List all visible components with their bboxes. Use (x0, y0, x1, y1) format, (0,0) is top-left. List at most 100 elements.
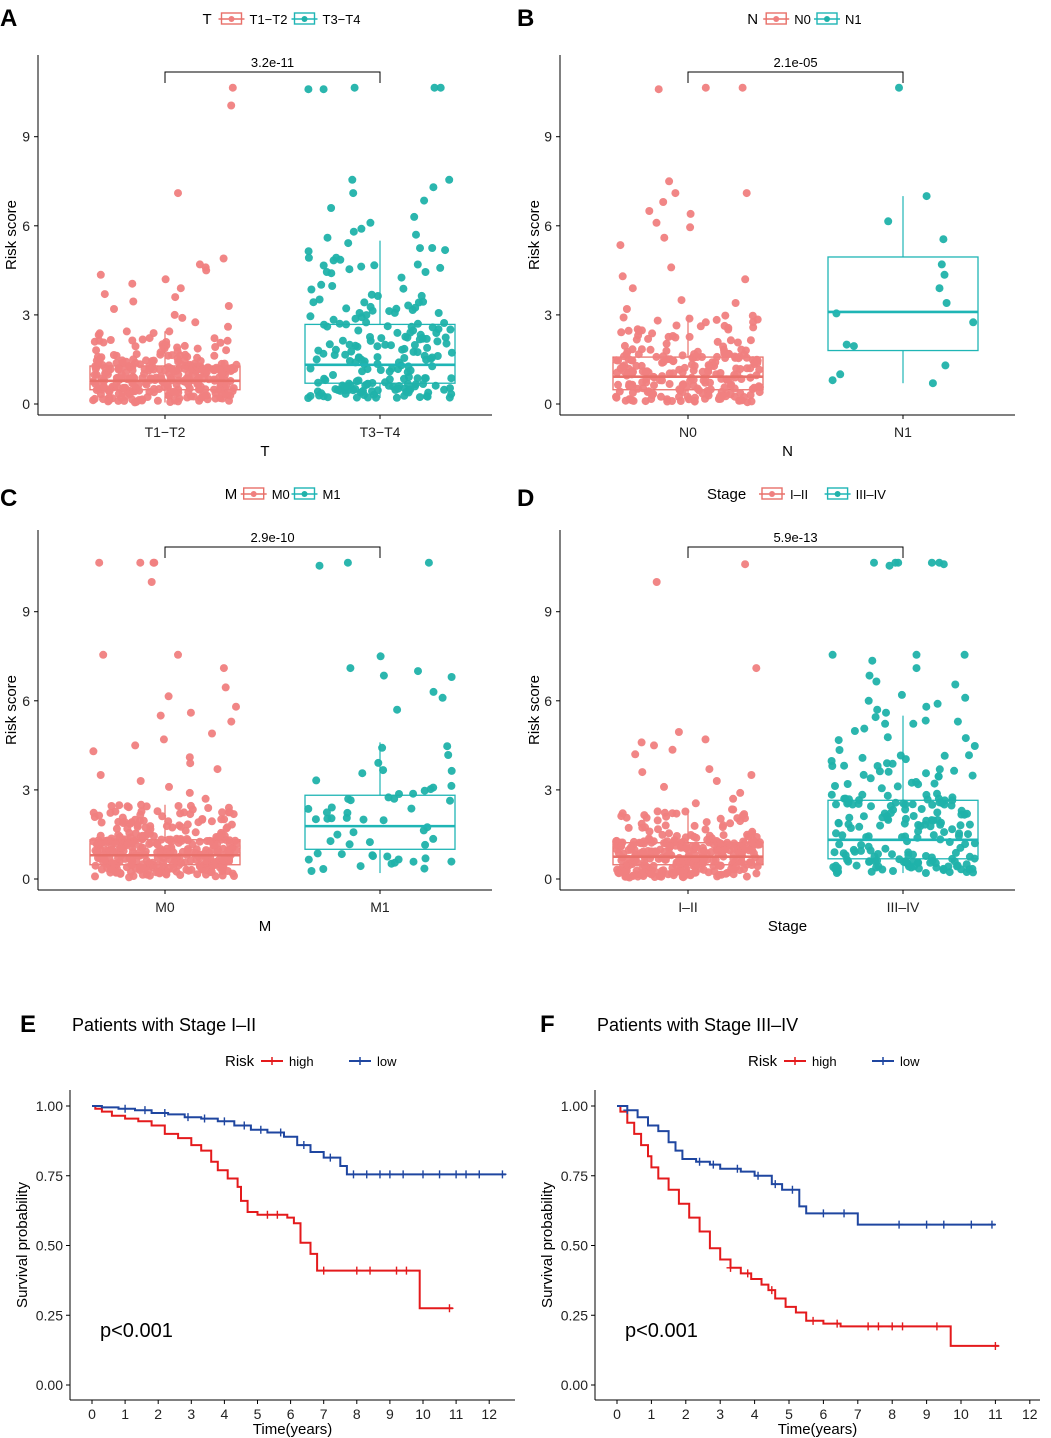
censor-mark (140, 1106, 149, 1115)
data-point (358, 367, 367, 376)
data-point (385, 367, 394, 376)
data-point (625, 873, 634, 882)
x-tick-label: III–IV (887, 899, 920, 915)
legend-label-2: N1 (845, 12, 862, 27)
data-point (657, 392, 665, 401)
censor-mark (833, 1319, 842, 1328)
data-point (376, 366, 385, 374)
data-point (637, 738, 646, 747)
data-point (397, 273, 406, 282)
data-point (917, 805, 926, 813)
data-point (383, 852, 392, 861)
data-point (628, 284, 637, 293)
box-group-2 (827, 558, 979, 877)
p-value: 2.9e-10 (250, 530, 294, 545)
data-point (650, 741, 658, 750)
data-point (96, 771, 105, 779)
data-point (137, 800, 146, 809)
data-point (831, 861, 840, 870)
data-point (846, 824, 855, 832)
series-low (92, 1104, 507, 1179)
data-point (357, 262, 366, 271)
data-point (748, 311, 757, 320)
data-point (368, 387, 376, 396)
series-high (617, 1105, 1000, 1350)
data-point (162, 341, 171, 350)
data-point (692, 833, 701, 842)
data-point (133, 821, 142, 830)
data-point (741, 560, 750, 569)
censor-mark (263, 1210, 272, 1219)
data-point (99, 395, 107, 404)
legend-key-cross (879, 1057, 887, 1065)
km-p-value: p<0.001 (625, 1320, 698, 1342)
data-point (672, 809, 681, 818)
data-point (675, 385, 684, 394)
data-point (713, 337, 722, 346)
data-point (858, 790, 867, 799)
censor-mark (299, 1141, 308, 1150)
data-point (867, 802, 875, 811)
data-point (106, 808, 115, 817)
data-point (646, 345, 655, 354)
data-point (207, 867, 216, 876)
legend-title: Stage (707, 486, 746, 503)
data-point (309, 298, 318, 307)
legend-title: M (225, 486, 238, 503)
data-point (109, 351, 118, 359)
data-point (685, 314, 694, 323)
data-point (184, 380, 193, 389)
box-iqr (304, 794, 456, 850)
data-point (105, 361, 113, 370)
data-point (617, 328, 626, 337)
data-point (935, 798, 944, 807)
data-point (939, 864, 948, 873)
data-point (638, 367, 647, 376)
data-point (315, 391, 324, 400)
data-point (893, 782, 902, 791)
data-point (183, 820, 192, 829)
x-tick-label: 11 (449, 1406, 464, 1422)
data-point (742, 860, 751, 869)
censor-mark (462, 1170, 471, 1179)
data-point (743, 830, 752, 839)
data-point (927, 853, 936, 862)
data-point (617, 812, 626, 821)
data-point (99, 650, 108, 659)
data-point (178, 313, 187, 322)
data-point (413, 348, 422, 357)
data-point (614, 356, 623, 365)
x-tick-label: N0 (679, 424, 697, 440)
data-point (645, 827, 654, 836)
data-point (891, 798, 900, 807)
data-point (752, 664, 761, 673)
data-point (848, 800, 857, 809)
data-point (858, 753, 867, 762)
data-point (401, 332, 410, 341)
y-tick-label: 6 (544, 218, 552, 234)
data-point (107, 802, 116, 810)
data-point (674, 728, 683, 736)
data-point (411, 382, 419, 391)
data-point (186, 801, 195, 810)
data-point (961, 693, 970, 702)
censor-mark (366, 1266, 375, 1275)
censor-mark (402, 1266, 411, 1275)
data-point (138, 335, 147, 344)
data-point (122, 368, 130, 377)
data-point (429, 783, 438, 792)
data-point (914, 780, 923, 789)
data-point (208, 729, 216, 738)
x-tick-label: 3 (187, 1406, 195, 1422)
data-point (834, 736, 843, 745)
data-point (323, 233, 332, 242)
data-point (171, 293, 180, 302)
data-point (689, 381, 698, 390)
data-point (123, 802, 132, 811)
data-point (392, 393, 401, 402)
data-point (660, 233, 669, 242)
data-point (742, 872, 751, 881)
data-point (315, 295, 324, 304)
data-point (201, 794, 210, 803)
